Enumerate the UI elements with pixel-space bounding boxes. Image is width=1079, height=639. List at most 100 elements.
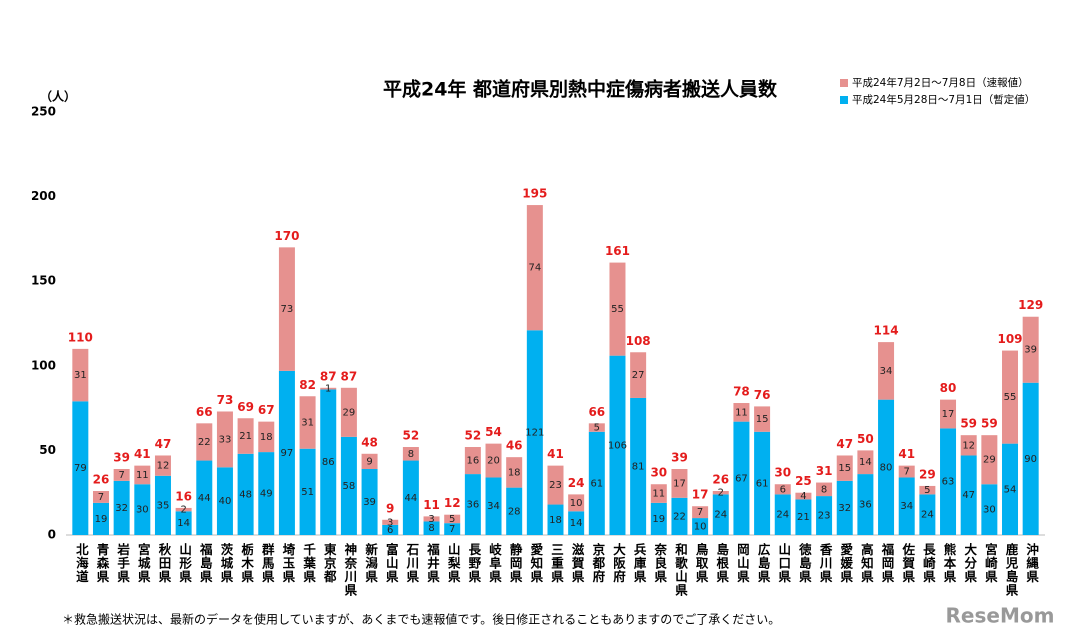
bar-segment xyxy=(72,348,89,402)
x-tick-label: 高知県 xyxy=(859,542,874,584)
value-label: 27 xyxy=(632,370,645,381)
x-tick-label: 青森県 xyxy=(94,542,109,584)
value-label: 23 xyxy=(549,480,562,491)
bar-segment xyxy=(444,514,461,524)
bar-segment xyxy=(630,397,647,535)
bar-segment xyxy=(278,370,295,535)
bar-segment xyxy=(113,480,130,535)
x-tick-label: 和歌山県 xyxy=(673,542,688,597)
total-label: 50 xyxy=(857,432,874,446)
x-tick-label: 長野県 xyxy=(466,542,481,584)
x-tick-label: 東京都 xyxy=(322,542,337,584)
value-label: 48 xyxy=(239,489,252,500)
bar-segment xyxy=(237,453,254,535)
bar-segment xyxy=(526,330,543,535)
value-label: 7 xyxy=(118,470,124,481)
value-label: 20 xyxy=(487,456,500,467)
y-tick-label: 250 xyxy=(31,105,56,119)
bar-segment xyxy=(464,447,481,475)
bar-segment xyxy=(216,411,233,468)
legend-label: 平成24年5月28日～7月1日（暫定値） xyxy=(852,93,1035,106)
bar-segment xyxy=(402,447,419,461)
x-tick-label: 宮崎県 xyxy=(983,542,998,584)
total-label: 25 xyxy=(795,474,812,488)
value-label: 10 xyxy=(570,498,583,509)
value-label: 36 xyxy=(466,500,479,511)
bar-segment xyxy=(72,401,89,535)
value-label: 74 xyxy=(528,263,541,274)
value-label: 29 xyxy=(343,407,356,418)
total-label: 109 xyxy=(997,332,1022,346)
y-tick-label: 150 xyxy=(31,274,56,288)
value-label: 11 xyxy=(136,470,149,481)
bar-segment xyxy=(836,480,853,535)
value-label: 6 xyxy=(780,484,786,495)
bar-segment xyxy=(919,485,936,495)
value-label: 17 xyxy=(673,478,686,489)
value-label: 3 xyxy=(387,517,393,528)
bar-segment xyxy=(299,396,316,449)
value-label: 11 xyxy=(735,407,748,418)
total-label: 47 xyxy=(836,437,853,451)
x-tick-label: 神奈川県 xyxy=(342,542,357,597)
x-tick-label: 香川県 xyxy=(818,542,833,584)
bar-segment xyxy=(423,521,440,535)
value-label: 32 xyxy=(838,503,851,514)
x-tick-label: 兵庫県 xyxy=(632,542,647,584)
value-label: 61 xyxy=(590,478,603,489)
x-tick-label: 福島県 xyxy=(198,542,213,584)
value-label: 39 xyxy=(1024,345,1037,356)
x-tick-label: 北海道 xyxy=(74,542,89,584)
value-label: 49 xyxy=(260,489,273,500)
bar-segment xyxy=(733,421,750,535)
bar-segment xyxy=(444,523,461,535)
y-tick-label: 200 xyxy=(31,189,56,203)
value-label: 67 xyxy=(735,473,748,484)
x-tick-label: 愛知県 xyxy=(528,542,543,584)
x-tick-label: 沖縄県 xyxy=(1024,542,1039,584)
bar-segment xyxy=(237,418,254,454)
x-tick-label: 山口県 xyxy=(776,542,791,584)
value-label: 31 xyxy=(301,417,314,428)
total-label: 11 xyxy=(423,498,440,512)
value-label: 15 xyxy=(838,463,851,474)
bar-segment xyxy=(919,494,936,535)
bar-segment xyxy=(526,205,543,331)
bar-segment xyxy=(795,499,812,535)
total-label: 31 xyxy=(816,464,833,478)
bar-segment xyxy=(650,484,667,503)
value-label: 21 xyxy=(797,512,810,523)
total-label: 66 xyxy=(196,405,213,419)
x-tick-label: 島根県 xyxy=(714,542,729,584)
total-label: 114 xyxy=(874,324,899,338)
value-label: 5 xyxy=(924,485,930,496)
value-label: 32 xyxy=(115,503,128,514)
bar-segment xyxy=(506,457,523,488)
value-label: 97 xyxy=(281,448,294,459)
value-label: 5 xyxy=(594,423,600,434)
bar-segment xyxy=(1002,443,1019,535)
bar-segment xyxy=(320,389,337,535)
total-label: 39 xyxy=(671,451,688,465)
x-tick-label: 大分県 xyxy=(962,542,977,584)
bar-segment xyxy=(547,504,564,535)
total-label: 67 xyxy=(258,403,275,417)
bar-segment xyxy=(154,455,171,476)
total-label: 52 xyxy=(465,429,482,443)
value-label: 81 xyxy=(632,461,645,472)
value-label: 9 xyxy=(366,456,372,467)
bar-segment xyxy=(588,423,605,432)
y-tick-label: 0 xyxy=(48,528,56,542)
value-label: 19 xyxy=(652,514,665,525)
value-label: 12 xyxy=(157,461,170,472)
total-label: 39 xyxy=(113,451,130,465)
x-tick-label: 群馬県 xyxy=(260,542,275,584)
bar-segment xyxy=(898,465,915,478)
value-label: 61 xyxy=(756,478,769,489)
bar-segment xyxy=(1002,350,1019,444)
total-label: 24 xyxy=(568,476,585,490)
x-tick-label: 徳島県 xyxy=(797,542,812,584)
bar-segment xyxy=(92,502,109,535)
total-label: 195 xyxy=(522,187,547,201)
bar-segment xyxy=(878,342,895,400)
